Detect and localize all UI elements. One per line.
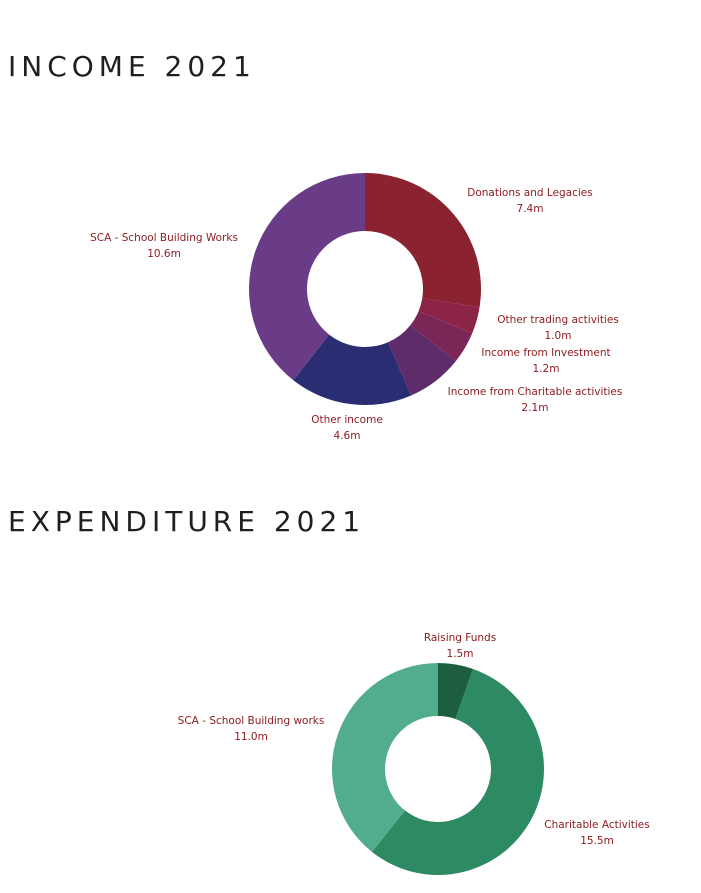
- value-sca-school-building-works: 11.0m: [234, 731, 268, 743]
- label-other-income: Other income: [311, 414, 383, 426]
- slice-sca-school-building-works: [332, 663, 438, 852]
- slice-other-income: [293, 334, 412, 405]
- value-donations-and-legacies: 7.4m: [517, 203, 544, 215]
- expenditure-title: EXPENDITURE 2021: [8, 505, 366, 538]
- slice-raising-funds: [438, 663, 474, 719]
- label-other-trading-activities: Other trading activities: [497, 314, 619, 326]
- slice-income-from-charitable-activities: [388, 325, 456, 396]
- value-charitable-activities: 15.5m: [580, 835, 614, 847]
- value-income-from-charitable-activities: 2.1m: [522, 402, 549, 414]
- income-title: INCOME 2021: [8, 50, 256, 83]
- label-sca-school-building-works: SCA - School Building works: [178, 715, 325, 727]
- value-other-trading-activities: 1.0m: [545, 330, 572, 342]
- slice-income-from-investment: [410, 311, 473, 362]
- slice-other-trading-activities: [418, 298, 480, 334]
- label-sca-school-building-works: SCA - School Building Works: [90, 232, 238, 244]
- label-donations-and-legacies: Donations and Legacies: [467, 187, 592, 199]
- value-other-income: 4.6m: [334, 430, 361, 442]
- expenditure-donut-chart: Raising Funds 1.5m Charitable Activities 15…: [178, 632, 650, 875]
- income-donut-chart: Donations and Legacies 7.4m Other trading …: [90, 173, 623, 442]
- value-income-from-investment: 1.2m: [533, 363, 560, 375]
- label-raising-funds: Raising Funds: [424, 632, 496, 644]
- slice-sca-school-building-works: [248, 173, 365, 381]
- value-sca-school-building-works: 10.6m: [147, 248, 181, 260]
- label-charitable-activities: Charitable Activities: [544, 819, 650, 831]
- label-income-from-charitable-activities: Income from Charitable activities: [448, 386, 623, 398]
- label-income-from-investment: Income from Investment: [481, 347, 610, 359]
- slice-charitable-activities: [371, 668, 545, 875]
- slice-donations-and-legacies: [365, 173, 481, 308]
- value-raising-funds: 1.5m: [447, 648, 474, 660]
